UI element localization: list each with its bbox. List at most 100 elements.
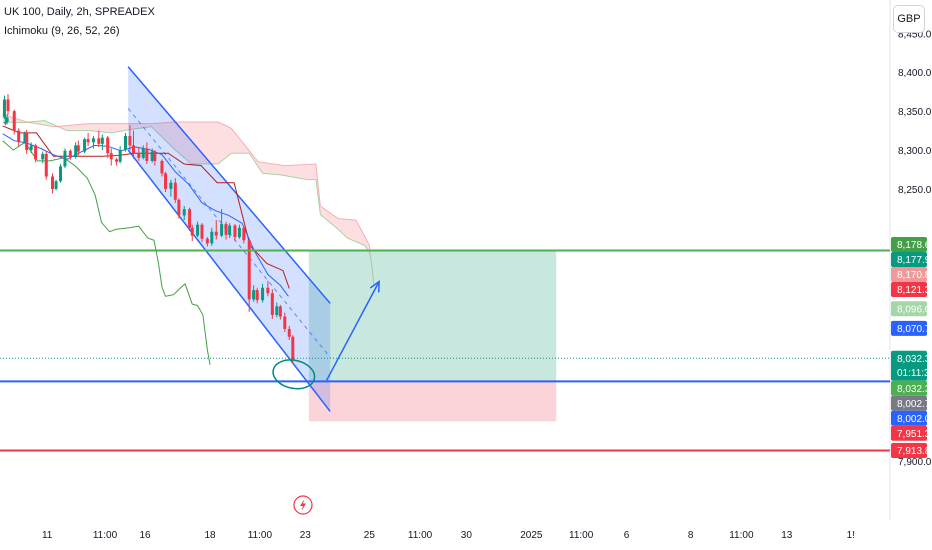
projection-arrow-line bbox=[325, 281, 380, 381]
candle-body bbox=[115, 159, 119, 162]
candle-body bbox=[220, 223, 224, 236]
candle-49 bbox=[220, 209, 224, 238]
price-label-text: 8,121.3 bbox=[897, 285, 931, 296]
candle-1 bbox=[5, 114, 9, 125]
candle-body bbox=[109, 153, 113, 160]
candle-body bbox=[188, 209, 192, 228]
currency-button[interactable]: GBP bbox=[893, 5, 925, 33]
price-label-text: 8,177.9 bbox=[897, 255, 931, 266]
candle-42 bbox=[188, 207, 192, 231]
candle-body bbox=[59, 166, 63, 182]
price-label-text: 7,951.3 bbox=[897, 429, 931, 440]
candle-body bbox=[100, 137, 104, 144]
candle-8 bbox=[29, 142, 33, 154]
candle-body bbox=[150, 151, 154, 161]
position-profit-zone bbox=[308, 250, 557, 382]
candle-31 bbox=[137, 146, 141, 161]
candle-body bbox=[228, 225, 232, 235]
time-tick-label: 8 bbox=[688, 530, 694, 541]
price-label-0: 8,178.6 bbox=[891, 236, 931, 252]
candle-0 bbox=[3, 116, 7, 126]
candle-body bbox=[54, 181, 58, 189]
price-label-5: 8,070.7 bbox=[891, 320, 931, 336]
candle-57 bbox=[255, 287, 259, 304]
candle-50 bbox=[224, 221, 228, 240]
symbol-title[interactable]: UK 100, Daily, 2h, SPREADEX bbox=[4, 6, 155, 18]
indicator-legend[interactable]: Ichimoku (9, 26, 52, 26) bbox=[4, 25, 120, 37]
price-label-text: 8,178.6 bbox=[897, 240, 931, 251]
price-tick-label: 8,350.0 bbox=[898, 107, 932, 118]
candle-body bbox=[224, 223, 228, 235]
price-tick-label: 7,900.0 bbox=[898, 457, 932, 468]
candle-body bbox=[91, 138, 95, 143]
time-tick-label: 11:00 bbox=[408, 530, 433, 541]
candle-15 bbox=[63, 148, 67, 168]
candle-30 bbox=[132, 130, 135, 159]
candle-body bbox=[51, 176, 55, 189]
candle-body bbox=[164, 173, 168, 189]
ichimoku-lagging-span bbox=[2, 140, 211, 365]
candle-63 bbox=[283, 312, 287, 333]
candle-body bbox=[5, 117, 9, 123]
candle-5 bbox=[17, 128, 21, 147]
time-tick-label: 11 bbox=[42, 530, 53, 541]
candle-60 bbox=[270, 289, 274, 319]
candle-34 bbox=[150, 148, 154, 163]
price-label-bg bbox=[891, 350, 927, 381]
candle-16 bbox=[68, 149, 72, 161]
time-tick-label: 11:00 bbox=[93, 530, 118, 541]
candle-body bbox=[177, 199, 181, 216]
candle-body bbox=[123, 136, 127, 151]
price-label-6: 8,032.3 01:11:39 bbox=[891, 350, 932, 381]
candle-body bbox=[160, 160, 164, 174]
candle-48 bbox=[214, 220, 218, 240]
candle-19 bbox=[83, 137, 87, 154]
candle-body bbox=[6, 99, 10, 112]
price-label-bg bbox=[891, 410, 927, 426]
price-label-4: 8,096.0 bbox=[891, 301, 931, 317]
candle-body bbox=[128, 136, 132, 146]
highlight-ellipse bbox=[272, 359, 316, 390]
candle-body bbox=[210, 231, 214, 244]
price-tick-label: 8,400.0 bbox=[898, 68, 932, 79]
channel-lower-line bbox=[127, 149, 331, 412]
ichimoku-conversion-line bbox=[2, 133, 289, 297]
candle-13 bbox=[54, 179, 58, 191]
price-label-bg bbox=[891, 251, 927, 267]
candle-body bbox=[200, 224, 204, 239]
price-label-text: 8,070.7 bbox=[897, 324, 931, 335]
candle-59 bbox=[266, 280, 270, 297]
price-label-bg bbox=[891, 320, 927, 336]
candle-body bbox=[106, 137, 110, 154]
candle-20 bbox=[86, 132, 90, 147]
price-label-bg bbox=[891, 443, 927, 459]
candle-body bbox=[2, 99, 6, 118]
price-label-text: 8,002.0 bbox=[897, 414, 931, 425]
candle-body bbox=[97, 138, 101, 144]
channel-fill bbox=[128, 66, 331, 412]
candle-33 bbox=[145, 142, 149, 165]
candle-body bbox=[141, 148, 145, 158]
candle-29 bbox=[128, 125, 132, 151]
lightning-icon[interactable] bbox=[293, 495, 313, 515]
time-tick-label: 18 bbox=[204, 530, 216, 541]
price-tick-label: 8,450.0 bbox=[898, 29, 932, 40]
price-label-text: 7,913.8 bbox=[897, 446, 931, 457]
candle-body bbox=[196, 224, 200, 236]
candle-25 bbox=[109, 148, 113, 166]
candle-body bbox=[34, 145, 38, 160]
candle-64 bbox=[287, 325, 291, 340]
candle-22 bbox=[97, 130, 101, 147]
candle-10 bbox=[41, 151, 45, 164]
ichimoku-cloud-2 bbox=[57, 122, 372, 261]
time-tick-label: 13 bbox=[781, 530, 793, 541]
candle-38 bbox=[169, 179, 173, 197]
time-tick-label: 11:00 bbox=[248, 530, 273, 541]
candle-44 bbox=[196, 221, 200, 238]
candle-body bbox=[252, 290, 256, 300]
candle-body bbox=[266, 287, 270, 294]
candle-body bbox=[118, 150, 122, 162]
candle-body bbox=[270, 293, 274, 315]
